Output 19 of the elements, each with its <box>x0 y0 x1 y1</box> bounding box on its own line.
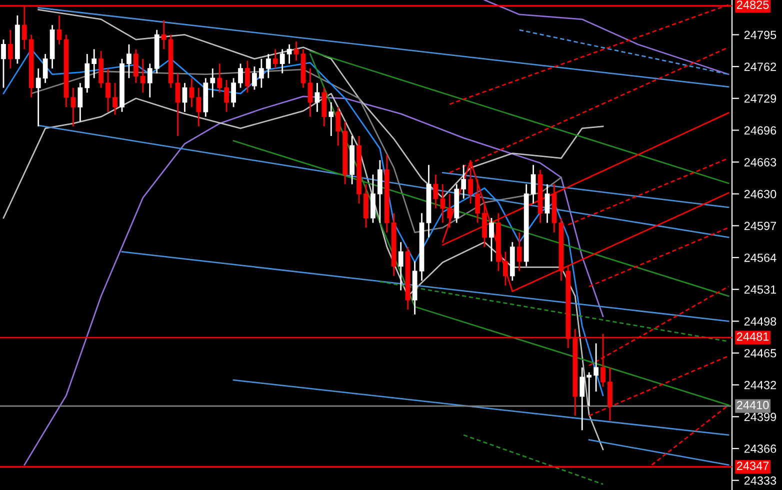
y-tick-label: 24597 <box>744 222 776 230</box>
ref-line-label: 24481 <box>736 332 769 341</box>
y-tick-label: 24729 <box>744 94 776 103</box>
y-tick-label: 24795 <box>744 30 776 40</box>
y-tick-label: 24531 <box>744 285 776 294</box>
y-tick-label: 24630 <box>744 190 776 198</box>
y-tick-label: 24663 <box>744 158 776 166</box>
y-tick-label: 24564 <box>744 254 776 262</box>
y-tick-label: 24399 <box>744 412 776 422</box>
y-tick-label: 24762 <box>744 62 776 71</box>
y-tick-label: 24333 <box>744 476 776 485</box>
ref-line-label: 24347 <box>736 462 769 470</box>
y-tick-label: 24696 <box>744 126 776 135</box>
y-tick-label: 24465 <box>744 349 776 358</box>
y-tick-label: 24432 <box>744 380 776 390</box>
y-tick-label: 24498 <box>744 317 776 326</box>
ref-line-label: 24410 <box>736 400 769 410</box>
ref-line-label: 24825 <box>736 0 769 9</box>
y-tick-label: 24366 <box>744 444 776 453</box>
